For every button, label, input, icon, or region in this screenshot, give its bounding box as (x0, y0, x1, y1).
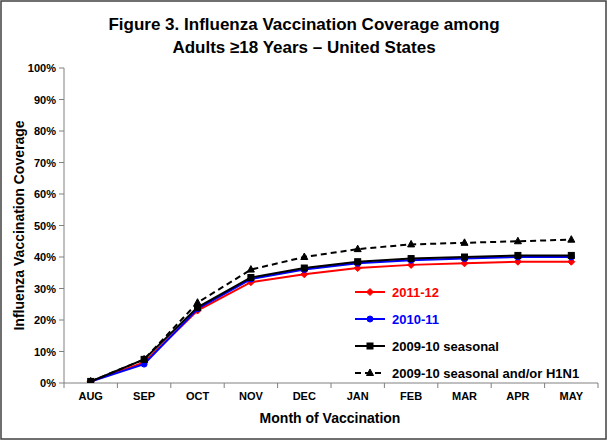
marker (514, 237, 521, 244)
x-tick-label: FEB (400, 390, 422, 402)
legend: 2011-12 2010-11 2009-10 seasonal 2009-10 se… (355, 285, 579, 381)
x-tick (598, 383, 599, 388)
data-layer (87, 236, 575, 383)
marker (408, 240, 415, 247)
series-line (91, 262, 572, 382)
y-tick (59, 351, 64, 352)
y-tick-label: 60% (34, 188, 56, 200)
x-tick-label: OCT (186, 390, 210, 402)
marker (367, 316, 373, 322)
marker (367, 289, 374, 296)
marker (141, 355, 148, 362)
series-line (91, 257, 572, 381)
y-tick (59, 99, 64, 100)
title: Figure 3. Influenza Vaccination Coverage… (108, 15, 499, 34)
marker (462, 254, 468, 260)
y-tick (59, 162, 64, 163)
series-line (91, 255, 572, 381)
marker (568, 252, 574, 258)
x-tick-label: APR (506, 390, 529, 402)
x-tick (437, 383, 438, 388)
marker (194, 299, 201, 306)
y-tick-label: 10% (34, 346, 56, 358)
marker (408, 256, 414, 262)
y-tick-label: 90% (34, 94, 56, 106)
legend-label: 2011-12 (392, 285, 439, 300)
marker (87, 377, 94, 383)
marker (367, 369, 374, 376)
chart: Figure 3. Influenza Vaccination Coverage… (0, 0, 608, 441)
x-tick (544, 383, 545, 388)
marker (88, 378, 94, 383)
y-tick (59, 320, 64, 321)
y-axis (64, 68, 65, 383)
y-tick (59, 257, 64, 258)
x-tick-label: SEP (133, 390, 155, 402)
x-tick (117, 383, 118, 388)
x-tick (170, 383, 171, 388)
chart-frame (1, 1, 606, 439)
y-tick-label: 100% (28, 62, 56, 74)
x-tick (491, 383, 492, 388)
x-tick (384, 383, 385, 388)
y-tick-label: 70% (34, 157, 56, 169)
y-tick (59, 194, 64, 195)
marker (355, 259, 361, 265)
legend-label: 2009-10 seasonal and/or H1N1 (392, 366, 579, 381)
legend-label: 2009-10 seasonal (392, 339, 499, 354)
y-tick-label: 40% (34, 251, 56, 263)
y-axis-label: Influenza Vaccination Coverage (11, 120, 27, 330)
y-tick (59, 288, 64, 289)
x-tick (64, 383, 65, 388)
y-tick (59, 131, 64, 132)
series-line (91, 240, 572, 382)
x-tick-label: AUG (78, 390, 102, 402)
x-tick-label: JAN (347, 390, 369, 402)
subtitle: Adults ≥18 Years – United States (172, 38, 435, 57)
marker (301, 265, 307, 271)
marker (367, 343, 373, 349)
y-tick-label: 50% (34, 220, 56, 232)
x-tick-label: MAY (560, 390, 584, 402)
x-tick-label: DEC (293, 390, 316, 402)
y-tick-label: 80% (34, 125, 56, 137)
y-tick (59, 225, 64, 226)
marker (301, 253, 308, 260)
marker (515, 252, 521, 258)
x-tick-label: NOV (239, 390, 264, 402)
legend-label: 2010-11 (392, 312, 439, 327)
x-tick-label: MAR (452, 390, 477, 402)
x-tick (331, 383, 332, 388)
marker (88, 378, 94, 383)
y-tick-label: 0% (40, 377, 56, 389)
marker (568, 236, 575, 243)
marker (247, 266, 254, 273)
x-tick (224, 383, 225, 388)
y-tick-label: 30% (34, 283, 56, 295)
y-tick (59, 383, 64, 384)
marker (354, 245, 361, 252)
marker (248, 274, 254, 280)
y-tick (59, 68, 64, 69)
marker (461, 239, 468, 246)
x-axis-label: Month of Vaccination (260, 410, 401, 426)
y-tick-label: 20% (34, 314, 56, 326)
x-tick (277, 383, 278, 388)
